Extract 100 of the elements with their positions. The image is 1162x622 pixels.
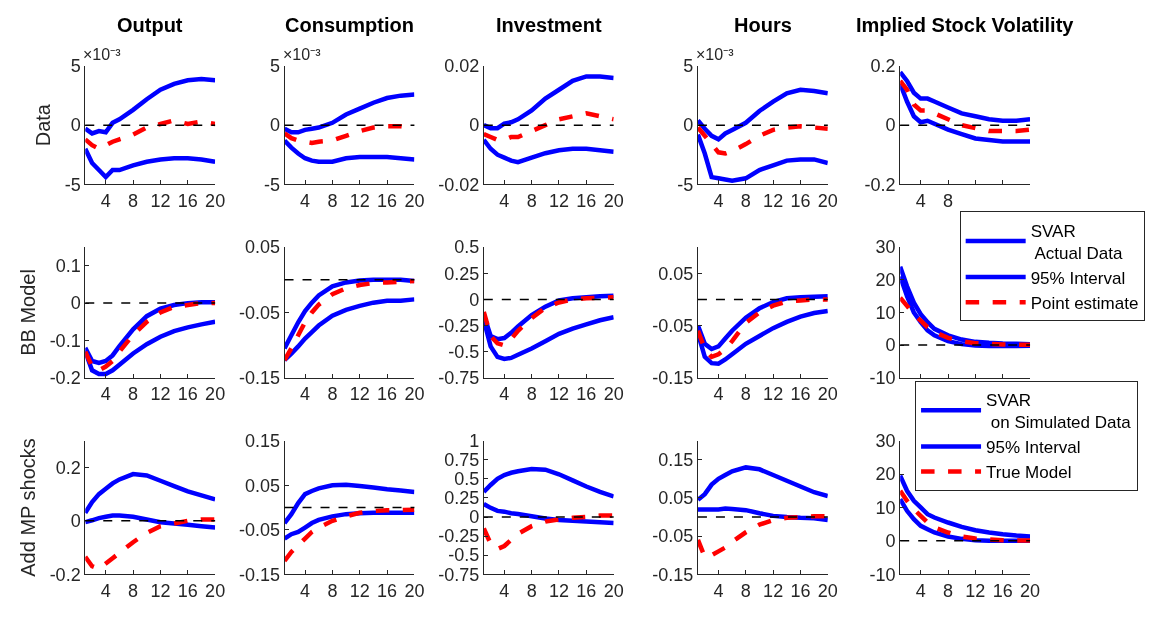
x-tick-label: 16 (177, 384, 198, 405)
x-tick-label: 16 (790, 190, 811, 211)
chart-title: Consumption (285, 14, 414, 36)
x-tick-label: 16 (992, 580, 1013, 601)
x-tick-label: 4 (100, 384, 111, 405)
y-tick-label: -5 (64, 174, 81, 195)
y-tick-label: 0 (469, 289, 480, 310)
legend-label: Point estimate (1030, 293, 1139, 313)
x-tick-label: 4 (100, 190, 111, 211)
y-tick-label: 0.05 (244, 475, 280, 496)
y-tick-label: 5 (70, 56, 81, 77)
y-tick-label: 0 (885, 335, 896, 356)
x-tick-label: 16 (576, 384, 597, 405)
y-tick-label: 0.2 (55, 457, 81, 478)
chart-title: Output (117, 14, 183, 36)
y-tick-label: 0 (469, 115, 480, 136)
x-tick-label: 20 (404, 190, 425, 211)
x-tick-label: 8 (327, 190, 338, 211)
y-tick-label: -0.15 (652, 564, 694, 585)
x-tick-label: 8 (943, 190, 954, 211)
x-tick-label: 20 (817, 190, 838, 211)
x-tick-label: 12 (349, 190, 370, 211)
x-tick-label: 20 (404, 580, 425, 601)
x-tick-label: 12 (150, 384, 171, 405)
y-tick-label: 0 (70, 293, 81, 314)
x-tick-label: 20 (205, 384, 226, 405)
x-tick-label: 4 (499, 580, 510, 601)
x-tick-label: 16 (177, 580, 198, 601)
x-tick-label: 20 (404, 384, 425, 405)
x-tick-label: 8 (526, 580, 537, 601)
y-tick-label: -0.25 (438, 526, 480, 547)
y-tick-label: 0 (469, 507, 480, 528)
x-tick-label: 12 (548, 384, 570, 405)
y-tick-label: 0.05 (658, 263, 694, 284)
x-tick-label: 8 (740, 580, 751, 601)
x-tick-label: 8 (128, 190, 139, 211)
x-tick-label: 20 (603, 190, 624, 211)
y-tick-label: 0.2 (870, 56, 896, 77)
x-tick-label: 8 (327, 384, 338, 405)
y-axis-title: Add MP shocks (17, 438, 40, 577)
y-tick-label: 0 (683, 115, 694, 136)
y-tick-label: -0.75 (438, 564, 480, 585)
x-tick-label: 4 (713, 384, 724, 405)
y-tick-label: -0.05 (238, 520, 280, 541)
y-tick-label: 0 (269, 115, 280, 136)
y-tick-label: -0.5 (448, 545, 480, 566)
y-tick-label: 0.25 (444, 488, 480, 509)
y-tick-label: 0.1 (55, 256, 81, 277)
y-tick-label: 1 (469, 430, 480, 451)
y-tick-label: 0.5 (454, 237, 480, 258)
y-tick-label: -0.2 (49, 368, 81, 389)
x-tick-label: 4 (713, 190, 724, 211)
y-tick-label: 0 (885, 531, 896, 552)
x-tick-label: 16 (377, 580, 398, 601)
x-tick-label: 12 (763, 580, 784, 601)
x-tick-label: 20 (205, 190, 226, 211)
x-tick-label: 20 (603, 580, 624, 601)
y-tick-label: 10 (875, 302, 896, 323)
y-tick-label: 0 (70, 511, 81, 532)
y-tick-label: -5 (263, 174, 280, 195)
x-tick-label: 20 (603, 384, 624, 405)
y-tick-label: -0.05 (652, 526, 694, 547)
y-tick-label: 0.05 (244, 237, 280, 258)
y-tick-label: -5 (677, 174, 694, 195)
x-tick-label: 16 (576, 580, 597, 601)
y-axis-title: BB Model (17, 269, 40, 356)
y-tick-label: 0.75 (444, 450, 480, 471)
y-tick-label: 0.15 (658, 450, 694, 471)
x-tick-label: 8 (327, 580, 338, 601)
text: ×10⁻³ (283, 46, 322, 63)
x-tick-label: 4 (915, 580, 926, 601)
x-tick-label: 4 (100, 580, 111, 601)
x-tick-label: 16 (790, 580, 811, 601)
x-tick-label: 12 (965, 580, 986, 601)
x-tick-label: 8 (526, 190, 537, 211)
y-tick-label: -0.02 (438, 174, 480, 195)
x-tick-label: 4 (300, 580, 311, 601)
y-tick-label: -0.75 (438, 368, 480, 389)
legend-label: True Model (986, 463, 1072, 483)
y-tick-label: 0.25 (444, 263, 480, 284)
y-tick-label: 30 (875, 430, 896, 451)
x-tick-label: 8 (740, 384, 751, 405)
y-tick-label: -0.1 (49, 330, 81, 351)
y-tick-label: -0.2 (49, 564, 81, 585)
y-tick-label: -0.2 (864, 174, 896, 195)
x-tick-label: 8 (526, 384, 537, 405)
y-axis-title: Data (32, 103, 55, 147)
x-tick-label: 16 (377, 190, 398, 211)
legend-label: SVAR on Simulated Data (986, 390, 1132, 432)
x-tick-label: 4 (499, 190, 510, 211)
x-tick-label: 4 (713, 580, 724, 601)
y-tick-label: -0.25 (438, 315, 480, 336)
y-tick-label: 5 (269, 56, 280, 77)
x-tick-label: 20 (817, 384, 838, 405)
y-tick-label: 10 (875, 497, 896, 518)
text: ×10⁻³ (696, 46, 735, 63)
legend-label: 95% Interval (986, 438, 1081, 458)
y-tick-label: 0 (885, 115, 896, 136)
x-tick-label: 16 (790, 384, 811, 405)
y-tick-label: 0.02 (444, 56, 480, 77)
